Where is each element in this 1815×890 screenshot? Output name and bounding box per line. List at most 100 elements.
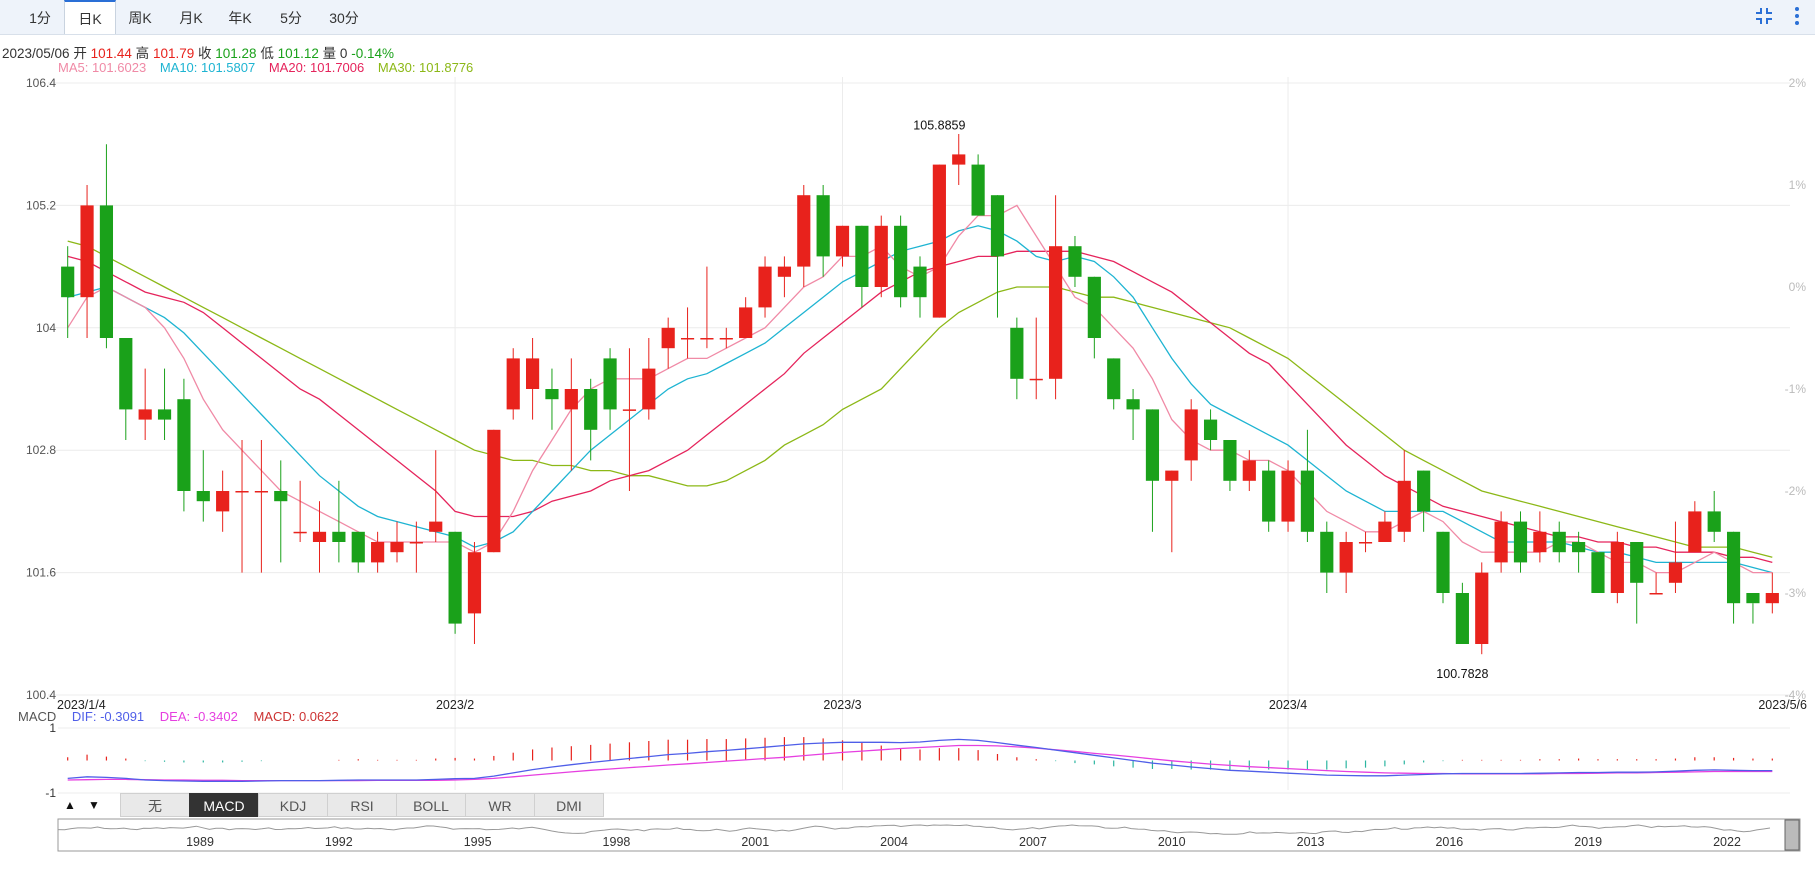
price-annotation: 105.8859	[913, 118, 965, 132]
y-tick-label: 106.4	[26, 76, 56, 90]
candle-body	[293, 531, 307, 534]
candle-body	[177, 399, 191, 491]
ma30-label: MA30: 101.8776	[377, 60, 474, 75]
indicator-macd[interactable]: MACD	[189, 793, 259, 817]
pct-tick-label: -4%	[1785, 688, 1807, 702]
candle-body	[739, 307, 753, 338]
candle-body	[1145, 409, 1160, 481]
candle-body	[1436, 531, 1450, 593]
tab-5min[interactable]: 5分	[280, 10, 302, 26]
tab-yearly-k[interactable]: 年K	[228, 10, 252, 26]
candle-body	[1707, 511, 1721, 532]
ma-legend: MA5: 101.6023 MA10: 101.5807 MA20: 101.7…	[58, 60, 483, 75]
candle-body	[429, 521, 443, 532]
indicator-kdj[interactable]: KDJ	[258, 793, 328, 817]
y-tick-label: 105.2	[26, 198, 56, 212]
overview-tick-label: 1998	[603, 835, 631, 849]
overview-tick-label: 2022	[1713, 835, 1741, 849]
candle-body	[1630, 542, 1644, 583]
macd-tick-label: -1	[45, 786, 56, 800]
ma5-label: MA5: 101.6023	[58, 60, 147, 75]
overview-tick-label: 2001	[741, 835, 769, 849]
candle-body	[61, 266, 75, 298]
candle-body	[894, 225, 908, 298]
candle-body	[1746, 593, 1760, 604]
candle-body	[1494, 521, 1508, 563]
info-vol-label: 量	[322, 46, 337, 61]
indicator-boll[interactable]: BOLL	[396, 793, 466, 817]
overview-tick-label: 2013	[1297, 835, 1325, 849]
pct-tick-label: -3%	[1785, 586, 1807, 600]
info-change: -0.14%	[351, 46, 394, 61]
x-tick-label: 2023/5/6	[1758, 698, 1807, 712]
arrow-up-icon[interactable]: ▲	[64, 798, 76, 812]
candle-body	[99, 205, 114, 338]
info-high: 101.79	[152, 46, 195, 61]
indicator-rsi[interactable]: RSI	[327, 793, 397, 817]
overview-frame	[57, 818, 1801, 852]
candle-body	[1591, 552, 1605, 593]
info-open-label: 开	[73, 46, 87, 61]
candle-body	[1339, 542, 1353, 573]
candle-body	[584, 389, 598, 430]
candle-body	[1513, 521, 1528, 563]
info-high-label: 高	[135, 46, 150, 61]
info-low: 101.12	[277, 46, 319, 61]
x-tick-label: 2023/3	[823, 698, 861, 712]
candle-body	[1688, 511, 1702, 553]
ma10-label: MA10: 101.5807	[159, 60, 256, 75]
candle-body	[371, 542, 385, 563]
candle-body	[351, 531, 365, 563]
indicator-none[interactable]: 无	[120, 793, 190, 817]
candle-body	[835, 225, 850, 257]
y-tick-label: 102.8	[26, 443, 56, 457]
candle-body	[1049, 246, 1063, 379]
overview-tick-label: 2016	[1435, 835, 1463, 849]
tab-weekly-k[interactable]: 周K	[128, 10, 152, 26]
candle-body	[1165, 470, 1179, 481]
candle-body	[1552, 531, 1566, 553]
candle-body	[642, 368, 656, 410]
candle-body	[874, 225, 888, 287]
candle-body	[1610, 542, 1624, 593]
overview-tick-label: 2007	[1019, 835, 1047, 849]
pct-tick-label: -2%	[1785, 484, 1807, 498]
overview-tick-label: 1995	[464, 835, 492, 849]
pct-tick-label: 1%	[1789, 178, 1807, 192]
tab-30min[interactable]: 30分	[329, 10, 359, 26]
tab-1min[interactable]: 1分	[29, 10, 51, 26]
more-vertical-icon[interactable]	[1793, 6, 1801, 31]
macd-title: MACD	[18, 709, 57, 724]
candle-body	[1533, 531, 1547, 553]
candle-body	[700, 338, 714, 340]
indicator-dmi[interactable]: DMI	[534, 793, 604, 817]
pct-tick-label: -1%	[1785, 382, 1807, 396]
candle-body	[622, 409, 637, 411]
candle-body	[390, 542, 404, 553]
pct-tick-label: 0%	[1789, 280, 1807, 294]
arrow-down-icon[interactable]: ▼	[88, 798, 100, 812]
candle-body	[952, 154, 966, 165]
tab-daily-k[interactable]: 日K	[64, 0, 116, 34]
candle-body	[1726, 531, 1741, 604]
candle-body	[138, 409, 152, 420]
candle-body	[1203, 419, 1218, 440]
candle-body	[119, 338, 133, 410]
ma5-line	[67, 204, 1773, 574]
candle-body	[1184, 409, 1198, 461]
candle-body	[216, 491, 230, 512]
macd-value-label: MACD: 0.0622	[253, 709, 339, 724]
tab-monthly-k[interactable]: 月K	[179, 10, 203, 26]
candle-body	[487, 429, 501, 553]
candle-body	[797, 195, 811, 267]
collapse-icon[interactable]	[1754, 6, 1774, 31]
price-annotation: 100.7828	[1436, 667, 1488, 681]
candle-body	[254, 491, 268, 493]
candle-body	[1242, 460, 1256, 481]
period-tab-bar: 1分 日K 周K 月K 年K 5分 30分	[0, 0, 1815, 35]
candle-body	[1649, 593, 1663, 595]
ma20-label: MA20: 101.7006	[268, 60, 365, 75]
indicator-wr[interactable]: WR	[465, 793, 535, 817]
candle-body	[1397, 480, 1411, 532]
